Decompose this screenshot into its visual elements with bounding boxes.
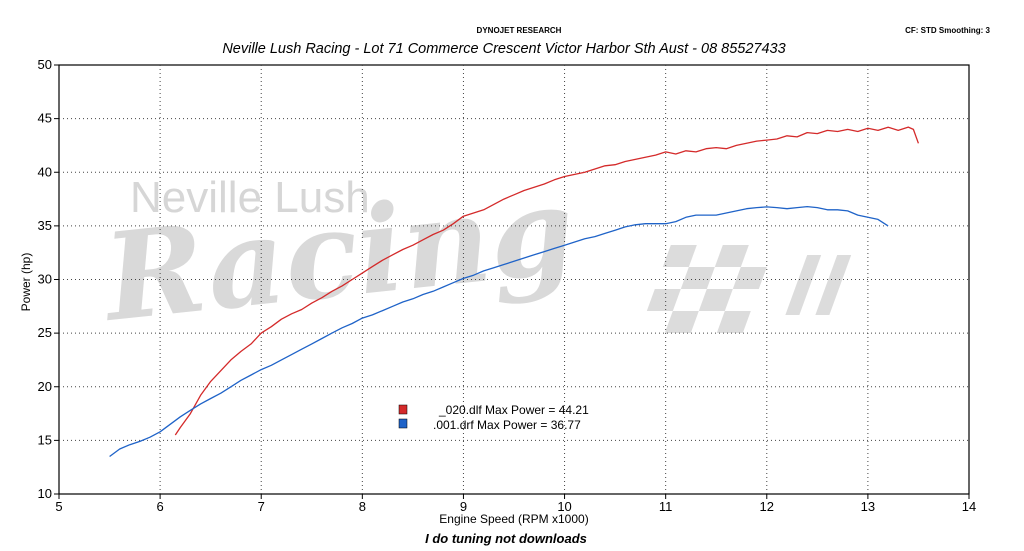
y-tick-label: 35 bbox=[38, 218, 52, 233]
x-tick-label: 6 bbox=[156, 499, 163, 514]
y-tick-label: 25 bbox=[38, 325, 52, 340]
series-group bbox=[109, 126, 920, 458]
footer-text: I do tuning not downloads bbox=[425, 531, 587, 546]
y-tick-label: 40 bbox=[38, 164, 52, 179]
x-tick-label: 5 bbox=[55, 499, 62, 514]
x-tick-label: 9 bbox=[460, 499, 467, 514]
x-axis-label: Engine Speed (RPM x1000) bbox=[439, 512, 588, 526]
x-axis-ticks: 5 6 7 8 9 10 11 12 13 14 bbox=[55, 494, 976, 514]
legend-swatch-blue bbox=[398, 418, 408, 429]
y-tick-label: 15 bbox=[38, 432, 52, 447]
header-info: CF: STD Smoothing: 3 bbox=[905, 26, 990, 35]
x-tick-label: 7 bbox=[258, 499, 265, 514]
y-axis-label: Power (hp) bbox=[19, 253, 33, 312]
x-tick-label: 13 bbox=[861, 499, 875, 514]
x-tick-label: 12 bbox=[760, 499, 774, 514]
y-tick-label: 45 bbox=[38, 111, 52, 126]
y-tick-label: 50 bbox=[38, 57, 52, 72]
x-tick-label: 14 bbox=[962, 499, 976, 514]
series-line-blue bbox=[109, 205, 889, 458]
legend-entry-red: _020.dlf Max Power = 44.21 bbox=[438, 403, 589, 417]
y-tick-label: 10 bbox=[38, 486, 52, 501]
series-line-red bbox=[174, 126, 920, 436]
watermark-checker-icon bbox=[646, 245, 852, 333]
legend-entry-blue: .001.drf Max Power = 36.77 bbox=[433, 418, 581, 432]
x-tick-label: 8 bbox=[359, 499, 366, 514]
x-tick-label: 10 bbox=[557, 499, 571, 514]
shop-title: Neville Lush Racing - Lot 71 Commerce Cr… bbox=[222, 41, 785, 57]
y-tick-label: 30 bbox=[38, 272, 52, 287]
header-title: DYNOJET RESEARCH bbox=[477, 26, 562, 35]
legend-swatch-red bbox=[398, 404, 408, 415]
legend: _020.dlf Max Power = 44.21 .001.drf Max … bbox=[398, 403, 589, 432]
x-tick-label: 11 bbox=[659, 499, 673, 514]
y-tick-label: 20 bbox=[38, 379, 52, 394]
watermark-text: Neville Lush bbox=[130, 173, 370, 222]
y-axis-ticks: 10 15 20 25 30 35 40 45 50 bbox=[38, 57, 59, 501]
